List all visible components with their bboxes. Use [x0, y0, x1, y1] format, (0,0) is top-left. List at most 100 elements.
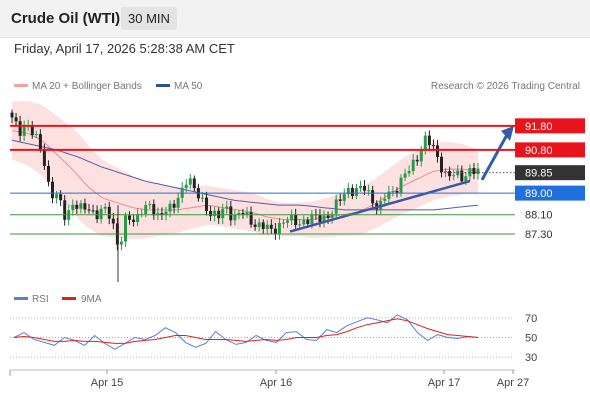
candle-body	[42, 149, 46, 166]
rsi-legend-swatch	[14, 297, 28, 300]
candle-body	[18, 121, 22, 136]
candle-body	[322, 215, 326, 222]
candle-body	[176, 197, 180, 208]
candle-body	[407, 171, 411, 174]
x-tick-label: Apr 27	[497, 377, 529, 389]
candle-body	[233, 214, 237, 221]
candle-body	[59, 194, 63, 201]
candle-body	[411, 159, 415, 172]
candle-body	[205, 197, 208, 211]
candle-body	[184, 184, 188, 188]
candle-body	[164, 211, 168, 215]
candle-body	[342, 194, 346, 201]
level-label-90-80: 90.80	[525, 145, 553, 157]
candle-body	[209, 211, 213, 217]
level-label-91-80-box	[515, 118, 585, 134]
candle-body	[221, 208, 225, 219]
ma20-legend-label: MA 20 + Bollinger Bands	[32, 81, 142, 92]
candle-body	[229, 206, 233, 221]
rsi-tick-label: 50	[525, 333, 537, 345]
bollinger-band	[12, 101, 478, 240]
candle-body	[391, 191, 395, 192]
candle-body	[399, 177, 403, 193]
candle-body	[359, 185, 362, 188]
candle-body	[265, 224, 269, 230]
candle-body	[14, 117, 18, 122]
candle-body	[277, 222, 281, 234]
candle-body	[330, 213, 334, 218]
candle-body	[188, 178, 192, 185]
level-label-89-85-box	[515, 165, 585, 181]
research-credit: Research © 2026 Trading Central	[431, 81, 580, 92]
candle-body	[383, 198, 387, 201]
candle-body	[257, 222, 261, 227]
candle-body	[119, 241, 123, 245]
rsi-plot-area: 70 50 30	[10, 313, 537, 364]
x-tick-label: Apr 17	[428, 377, 460, 389]
x-axis-ticks: Apr 15 Apr 16 Apr 17 Apr 27	[9, 370, 529, 389]
timeframe-selector[interactable]: 30 MIN	[121, 7, 177, 30]
candle-body	[99, 208, 103, 220]
candle-body	[371, 190, 375, 204]
candle-body	[310, 214, 314, 224]
candle-body	[128, 215, 131, 220]
candle-body	[269, 224, 273, 229]
candle-body	[87, 209, 91, 211]
candle-body	[460, 170, 464, 182]
candle-body	[156, 213, 160, 216]
candle-body	[363, 185, 366, 191]
level-label-89-00-box	[515, 185, 585, 201]
candle-body	[63, 200, 67, 220]
candle-body	[201, 197, 204, 199]
ma50-line	[11, 139, 479, 211]
candle-body	[55, 194, 59, 199]
ma20-legend-swatch	[14, 84, 28, 87]
rsi-ma-legend-swatch	[62, 297, 76, 300]
candle-body	[436, 145, 439, 157]
candle-body	[168, 203, 172, 212]
candle-body	[350, 187, 354, 196]
candle-body	[326, 215, 330, 218]
rsi-legend-label: RSI	[32, 294, 49, 305]
candle-body	[318, 214, 322, 222]
candle-body	[253, 224, 257, 227]
candle-body	[298, 224, 302, 226]
candle-body	[213, 210, 217, 216]
candle-body	[160, 213, 164, 215]
candle-body	[34, 134, 38, 136]
candle-body	[10, 112, 14, 118]
candle-body	[403, 173, 407, 178]
ma50-legend-swatch	[156, 84, 170, 87]
candle-body	[22, 126, 26, 136]
candle-body	[30, 125, 34, 135]
rsi-line	[13, 314, 479, 350]
rsi-ma-legend-label: 9MA	[81, 294, 102, 305]
candle-body	[124, 215, 127, 242]
candle-body	[282, 222, 285, 224]
rsi-ma-line	[13, 318, 479, 344]
candle-body	[354, 187, 358, 196]
candle-body	[338, 199, 342, 201]
rsi-tick-label: 70	[525, 313, 537, 325]
candle-body	[395, 191, 399, 193]
candle-body	[387, 191, 391, 199]
candle-body	[91, 210, 95, 212]
level-label-90-80-box	[515, 142, 585, 158]
candle-body	[38, 134, 42, 150]
candle-body	[136, 214, 140, 223]
candle-body	[51, 181, 54, 199]
level-label-89-85: 89.85	[525, 168, 553, 180]
candle-body	[346, 187, 350, 195]
candle-body	[245, 212, 249, 215]
candle-body	[286, 220, 289, 223]
candle-body	[103, 206, 107, 209]
forecast-arrow-head	[501, 125, 514, 141]
candle-body	[302, 220, 306, 225]
candle-body	[294, 214, 298, 225]
candle-body	[107, 206, 111, 219]
candle-body	[237, 212, 241, 215]
candle-body	[249, 212, 253, 225]
candle-body	[47, 166, 50, 182]
timestamp: Friday, April 17, 2026 5:28:38 AM CET	[14, 41, 235, 56]
x-tick-label: Apr 15	[91, 377, 123, 389]
